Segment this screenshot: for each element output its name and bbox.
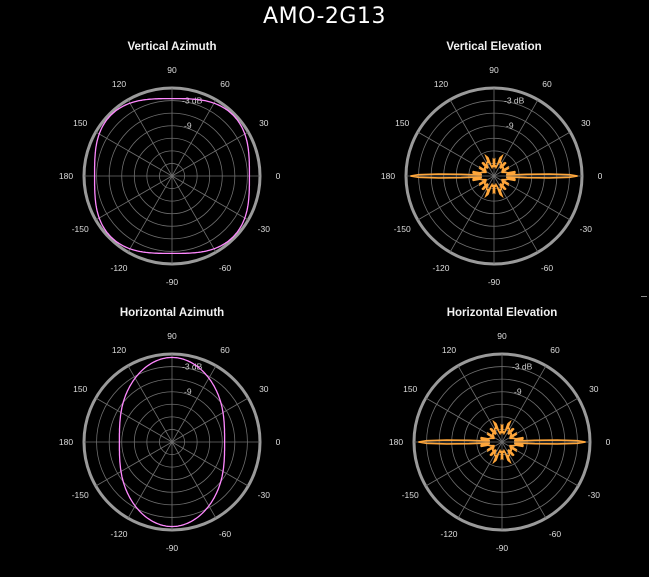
angle-label: -150 [394,224,411,234]
angle-label: 150 [73,384,87,394]
ring-label: -3 dB [512,362,533,372]
grid-spoke [171,99,217,177]
grid-spoke [95,441,173,487]
ring-label: -9 [184,387,192,397]
angle-label: 150 [73,118,87,128]
angle-label: -60 [541,263,554,273]
chart-vertical-azimuth: Vertical Azimuth 0 30 60 90 120 150 180 -150 -12… [22,41,322,311]
polar-plot: 0 30 60 90 120 150 180 -150 -120 -90 -60 -30 -3 dB -9 [59,331,281,553]
radiation-pattern [118,356,226,528]
angle-label: 180 [381,171,395,181]
angle-label: 90 [167,331,177,341]
angle-label: 120 [112,79,126,89]
ring-label: -3 dB [504,96,525,106]
angle-label: -150 [72,490,89,500]
angle-label: -30 [580,224,593,234]
angle-label: -30 [258,224,271,234]
ring-label: -9 [184,121,192,131]
angle-label: 60 [220,79,230,89]
angle-label: -60 [549,529,562,539]
angle-label: 120 [442,345,456,355]
edge-mark [641,296,647,297]
angle-label: 60 [550,345,560,355]
grid-spoke [171,175,217,253]
grid-spoke [127,175,173,253]
grid-spoke [95,175,173,221]
angle-label: -60 [219,263,232,273]
angle-label: 30 [259,118,269,128]
angle-label: 120 [434,79,448,89]
angle-label: -120 [110,263,127,273]
angle-label: 180 [59,437,73,447]
chart-title: Horizontal Azimuth [119,307,225,319]
polar-plot: 0 30 60 90 120 150 180 -150 -120 -90 -60 -30 -3 dB -9 [389,331,611,553]
angle-label: -30 [258,490,271,500]
angle-label: -90 [166,543,179,553]
angle-label: 180 [389,437,403,447]
radiation-pattern [410,153,578,199]
angle-label: 0 [276,171,281,181]
angle-label: 90 [489,65,499,75]
chart-title: Horizontal Elevation [446,307,558,319]
angle-label: 0 [276,437,281,447]
angle-label: 120 [112,345,126,355]
radiation-pattern [418,419,586,465]
angle-label: -150 [72,224,89,234]
angle-label: 30 [259,384,269,394]
grid-spoke [95,131,173,177]
angle-label: 0 [606,437,611,447]
chart-horizontal-azimuth: Horizontal Azimuth 0 30 60 90 120 150 180 -150 -… [22,307,322,577]
angle-label: 150 [403,384,417,394]
chart-title: Vertical Elevation [446,41,542,53]
angle-label: -150 [402,490,419,500]
ring-label: -3 dB [182,96,203,106]
angle-label: 180 [59,171,73,181]
angle-label: -60 [219,529,232,539]
angle-label: 30 [581,118,591,128]
polar-plot: 0 30 60 90 120 150 180 -150 -120 -90 -60 -30 -3 dB -9 [381,65,603,287]
angle-label: -90 [166,277,179,287]
angle-label: -120 [440,529,457,539]
angle-label: -120 [432,263,449,273]
chart-horizontal-elevation: Horizontal Elevation 0 30 60 90 120 150 180 -15… [352,307,649,577]
radiation-pattern [93,97,251,255]
ring-label: -9 [514,387,522,397]
angle-label: 60 [220,345,230,355]
angle-label: 0 [598,171,603,181]
polar-plot: 0 30 60 90 120 150 180 -150 -120 -90 -60 -30 -3 dB -9 [59,65,281,287]
angle-label: 90 [167,65,177,75]
angle-label: -30 [588,490,601,500]
angle-label: 90 [497,331,507,341]
grid-spoke [171,441,249,487]
grid-spoke [171,175,249,221]
angle-label: 60 [542,79,552,89]
ring-label: -9 [506,121,514,131]
angle-label: -90 [488,277,501,287]
grid-spoke [95,397,173,443]
ring-label: -3 dB [182,362,203,372]
angle-label: 30 [589,384,599,394]
angle-label: 150 [395,118,409,128]
grid-spoke [127,99,173,177]
chart-vertical-elevation: Vertical Elevation 0 30 60 90 120 150 180 -150 -… [344,41,644,311]
chart-title: Vertical Azimuth [127,41,217,53]
grid-spoke [171,131,249,177]
grid-spoke [171,397,249,443]
angle-label: -90 [496,543,509,553]
angle-label: -120 [110,529,127,539]
page-title: AMO-2G13 [263,4,386,29]
